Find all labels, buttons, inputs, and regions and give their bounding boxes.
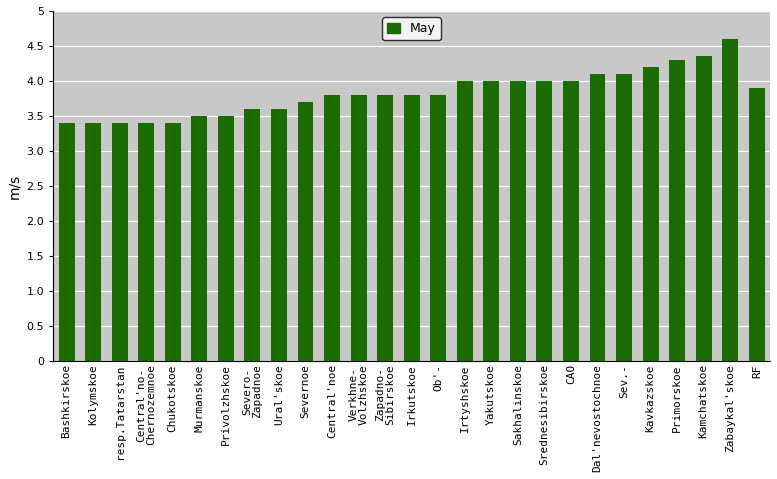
Bar [245, 109, 260, 361]
Bar [112, 123, 127, 361]
Bar [85, 123, 101, 361]
Bar [324, 95, 340, 361]
Bar [191, 116, 207, 361]
Bar [165, 123, 181, 361]
Bar [590, 74, 605, 361]
Bar [695, 57, 712, 361]
Bar [749, 88, 765, 361]
Bar [643, 67, 659, 361]
Bar [536, 81, 552, 361]
Y-axis label: m/s: m/s [7, 173, 21, 199]
Bar [377, 95, 393, 361]
Bar [430, 95, 446, 361]
Bar [669, 60, 685, 361]
Bar [218, 116, 234, 361]
Legend: May: May [382, 17, 441, 40]
Bar [483, 81, 500, 361]
Bar [723, 39, 738, 361]
Bar [404, 95, 420, 361]
Bar [350, 95, 367, 361]
Bar [616, 74, 632, 361]
Bar [457, 81, 472, 361]
Bar [58, 123, 75, 361]
Bar [298, 102, 313, 361]
Bar [271, 109, 287, 361]
Bar [510, 81, 526, 361]
Bar [563, 81, 579, 361]
Bar [138, 123, 154, 361]
